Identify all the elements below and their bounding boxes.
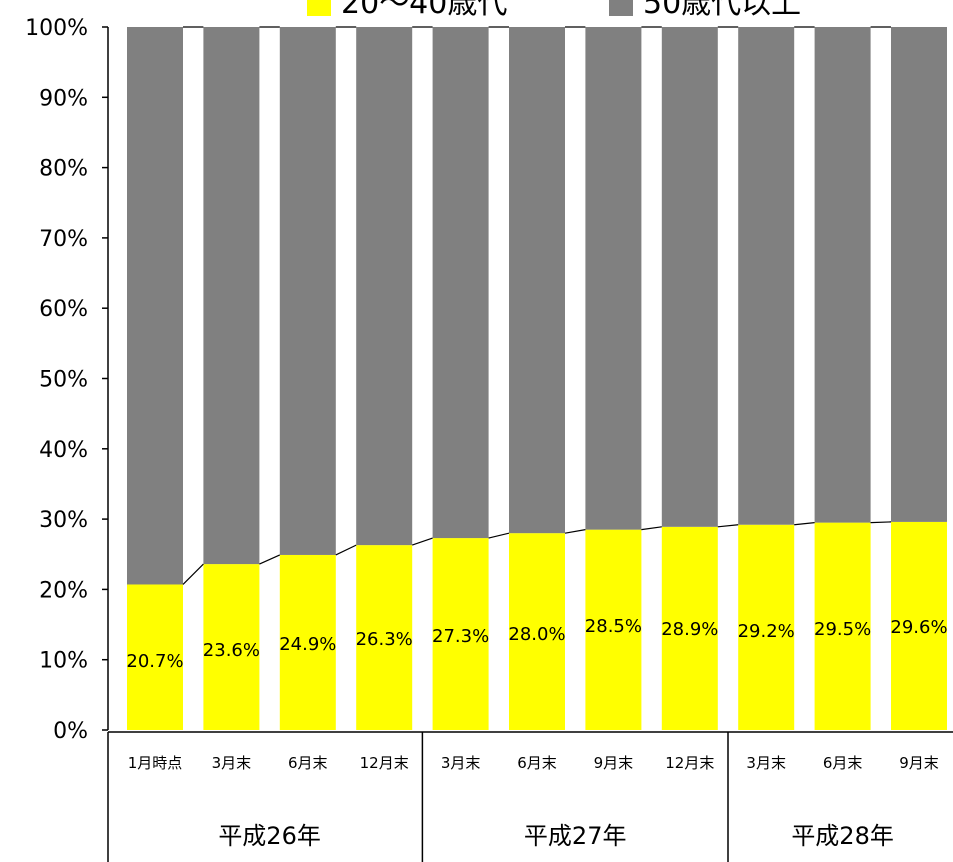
series-connector-line: [335, 544, 357, 556]
series-connector-line: [412, 537, 433, 546]
data-label: 29.2%: [738, 621, 795, 642]
legend: 20～40歳代 50歳代以上: [307, 0, 801, 21]
connector-lines: [182, 26, 892, 585]
y-tick-label: 80%: [39, 157, 88, 182]
x-category-label: 9月末: [899, 754, 939, 772]
x-category-label: 12月末: [360, 754, 409, 772]
y-tick-label: 70%: [39, 227, 88, 252]
bar-segment-50-plus: [814, 27, 871, 523]
bar-segment-50-plus: [432, 27, 489, 539]
data-label: 28.9%: [661, 619, 718, 640]
bar-segment-20-40: [891, 521, 947, 730]
data-label: 23.6%: [203, 640, 260, 661]
series-connector-line: [488, 532, 510, 539]
x-category-label: 12月末: [665, 754, 714, 772]
data-label: 27.3%: [432, 626, 489, 647]
bar-segment-20-40: [738, 524, 795, 730]
bars: [127, 27, 947, 730]
y-tick-label: 50%: [39, 368, 88, 393]
data-label: 24.9%: [279, 634, 336, 655]
bar-segment-50-plus: [891, 27, 947, 522]
legend-swatch: [307, 0, 331, 16]
bar-segment-20-40: [509, 533, 565, 730]
bar-segment-20-40: [432, 538, 489, 730]
bar-segment-50-plus: [127, 27, 183, 585]
series-connector-line: [182, 563, 204, 585]
series-connector-line: [564, 529, 586, 534]
series-connector-line: [717, 524, 739, 528]
bar-segment-20-40: [585, 529, 642, 730]
bar-segment-50-plus: [203, 27, 260, 565]
x-category-label: 3月末: [441, 754, 481, 772]
y-axis: 0% 10% 20% 30% 40% 50% 60% 70% 80% 90% 100%: [25, 16, 109, 744]
x-category-label: 6月末: [288, 754, 328, 772]
y-tick-label: 100%: [25, 16, 88, 41]
series-connector-line: [259, 554, 281, 565]
bar-segment-50-plus: [356, 27, 413, 546]
legend-label: 20～40歳代: [341, 0, 507, 21]
bar-segment-50-plus: [279, 27, 336, 555]
x-category-label: 6月末: [823, 754, 863, 772]
bar-segment-50-plus: [738, 27, 795, 525]
y-tick-label: 60%: [39, 297, 88, 322]
y-tick-label: 10%: [39, 649, 88, 674]
bar-segment-50-plus: [509, 27, 565, 534]
y-tick-label: 90%: [39, 86, 88, 111]
series-connector-line: [870, 521, 892, 524]
bar-segment-50-plus: [585, 27, 642, 530]
y-tick-label: 0%: [53, 719, 88, 744]
data-label: 26.3%: [356, 629, 413, 650]
y-tick-label: 30%: [39, 508, 88, 533]
bar-segment-20-40: [661, 526, 718, 730]
x-category-label: 3月末: [212, 754, 252, 772]
series-connector-line: [794, 522, 815, 526]
legend-label: 50歳代以上: [643, 0, 801, 21]
x-group-label: 平成27年: [524, 822, 627, 850]
x-group-label: 平成28年: [791, 822, 894, 850]
data-label: 28.0%: [508, 624, 565, 645]
series-connector-line: [641, 526, 662, 531]
data-label: 20.7%: [126, 651, 183, 672]
data-labels: 20.7% 23.6% 24.9% 26.3% 27.3% 28.0% 28.5% 28.9%…: [126, 616, 947, 672]
x-group-label: 平成26年: [218, 822, 321, 850]
data-label: 29.5%: [814, 619, 871, 640]
bar-segment-20-40: [203, 564, 260, 730]
x-category-label: 1月時点: [128, 754, 183, 772]
data-label: 29.6%: [890, 617, 947, 638]
legend-swatch: [609, 0, 633, 16]
x-category-label: 3月末: [746, 754, 786, 772]
bar-segment-20-40: [814, 522, 871, 730]
x-axis: 1月時点 3月末 6月末 12月末 3月末 6月末 9月末 12月末 3月末 6月末 9月末平成26…: [107, 731, 953, 862]
bar-segment-50-plus: [661, 27, 718, 527]
x-category-label: 6月末: [517, 754, 557, 772]
bar-segment-20-40: [356, 545, 413, 730]
y-tick-label: 20%: [39, 578, 88, 603]
data-label: 28.5%: [585, 616, 642, 637]
bar-segment-20-40: [279, 554, 336, 730]
y-tick-label: 40%: [39, 438, 88, 463]
x-category-label: 9月末: [594, 754, 634, 772]
bar-segment-20-40: [127, 584, 183, 730]
